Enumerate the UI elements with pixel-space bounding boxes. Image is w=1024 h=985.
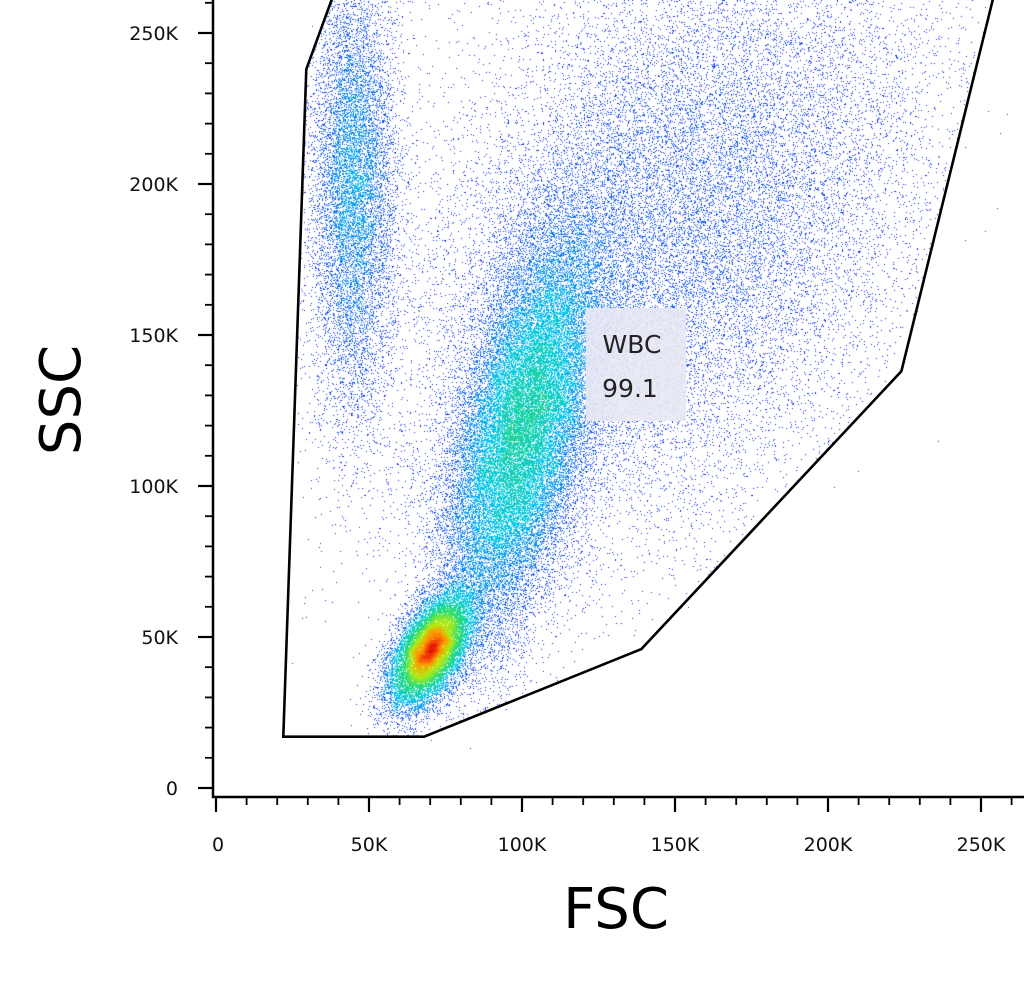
axes: 0 50K 100K 150K 200K 250K 0 50K 100K 150K 200K 250… [129, 0, 1024, 856]
gate-name: WBC [603, 330, 662, 359]
y-tick-label: 0 [166, 778, 178, 800]
gate-percent: 99.1 [602, 374, 658, 403]
y-tick-label: 200K [129, 174, 178, 196]
y-tick-label: 150K [129, 325, 178, 347]
y-tick-label: 100K [129, 476, 178, 498]
x-tick-label: 250K [957, 834, 1006, 856]
gate-label-background [586, 308, 686, 421]
x-axis-ticks: 0 50K 100K 150K 200K 250K [212, 797, 1013, 856]
y-tick-label: 250K [129, 23, 178, 45]
x-tick-label: 200K [804, 834, 853, 856]
x-axis-title: FSC [563, 877, 669, 942]
y-tick-label: 50K [141, 627, 178, 649]
x-tick-label: 150K [651, 834, 700, 856]
x-tick-label: 50K [351, 834, 388, 856]
y-axis-ticks: 0 50K 100K 150K 200K 250K [129, 1, 213, 800]
x-tick-label: 0 [212, 834, 224, 856]
x-tick-label: 100K [498, 834, 547, 856]
wbc-gate-polygon[interactable] [281, 0, 995, 739]
y-axis-title: SSC [29, 345, 94, 455]
wbc-gate-label: WBC 99.1 [586, 308, 686, 421]
wbc-gate[interactable] [281, 0, 995, 739]
